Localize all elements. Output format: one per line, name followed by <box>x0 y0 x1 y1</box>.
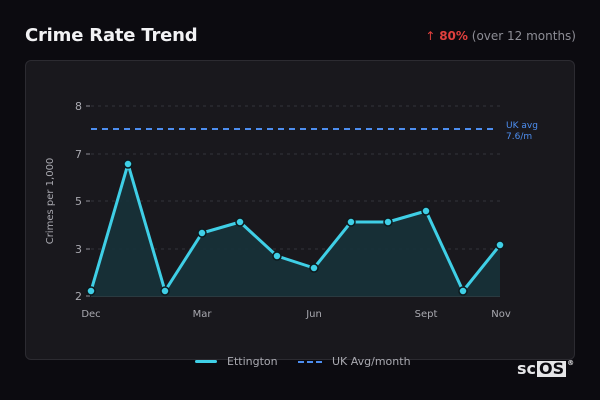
change-indicator: ↑ 80% (over 12 months) <box>425 29 576 43</box>
ytick-label: 5 <box>75 195 82 208</box>
change-percent: 80% <box>439 29 468 43</box>
change-period: (over 12 months) <box>471 29 576 43</box>
xtick-label: Jun <box>305 309 322 320</box>
legend-label: Ettington <box>227 355 278 368</box>
arrow-up-icon: ↑ <box>425 29 436 43</box>
legend-item-ettington[interactable]: Ettington <box>195 355 278 368</box>
xtick-label: Dec <box>81 309 100 320</box>
gridlines <box>91 105 500 250</box>
ytick-label: 2 <box>75 290 82 303</box>
series-line-ettington <box>89 162 502 293</box>
ytick-label: 8 <box>75 100 82 113</box>
scos-logo: sc OS ® <box>517 359 574 378</box>
ytick-label: 3 <box>75 243 82 256</box>
y-axis-label: Crimes per 1,000 <box>45 158 56 245</box>
chart-legend: Ettington UK Avg/month <box>0 355 600 371</box>
series-area <box>91 164 500 296</box>
logo-prefix: sc <box>517 359 537 378</box>
page-title: Crime Rate Trend <box>25 25 198 46</box>
ytick-label: 7 <box>75 148 82 161</box>
xtick-label: Sept <box>415 309 438 320</box>
uk-avg-annotation: UK avg <box>506 121 538 131</box>
legend-label: UK Avg/month <box>332 355 411 368</box>
uk-avg-annotation-value: 7.6/m <box>506 132 532 142</box>
legend-item-uk-avg[interactable]: UK Avg/month <box>298 355 411 368</box>
xtick-label: Nov <box>491 309 511 320</box>
xtick-label: Mar <box>193 309 213 320</box>
solid-line-icon <box>195 360 217 363</box>
logo-boxed: OS <box>537 359 567 378</box>
registered-icon: ® <box>567 359 575 367</box>
dashed-line-icon <box>298 360 322 363</box>
data-points <box>86 159 505 296</box>
